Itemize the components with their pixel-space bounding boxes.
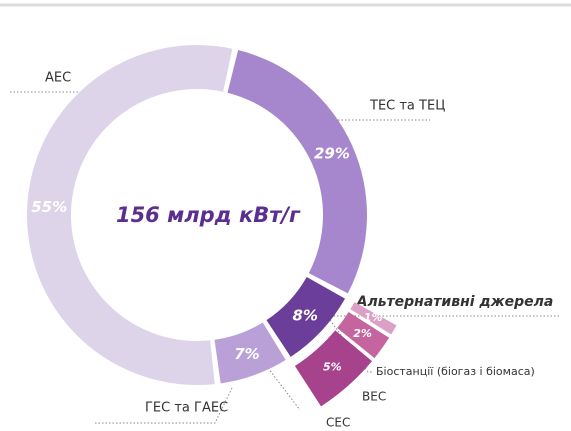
- segment-label: Альтернативні джерела: [356, 294, 554, 310]
- donut-segment: [266, 276, 346, 357]
- breakdown-value-label: 5%: [323, 361, 342, 374]
- segment-label: ГЕС та ГАЕС: [145, 401, 228, 416]
- segment-value-label: 29%: [314, 145, 350, 163]
- breakdown-label: ВЕС: [362, 390, 386, 404]
- segment-value-label: 7%: [234, 345, 259, 363]
- center-total: 156 млрд кВт/г: [116, 203, 301, 227]
- segment-label: АЕС: [45, 71, 71, 86]
- donut-segment: [227, 50, 367, 294]
- segment-value-label: 8%: [293, 306, 318, 324]
- segment-label: ТЕС та ТЕЦ: [369, 99, 445, 114]
- leader: [267, 367, 301, 411]
- breakdown-segment: [350, 302, 397, 335]
- breakdown-value-label: 2%: [353, 327, 372, 340]
- breakdown-segment: [337, 311, 390, 359]
- breakdown-value-label: 1%: [364, 311, 383, 324]
- leader: [95, 387, 233, 424]
- donut-segment: [214, 322, 286, 384]
- donut-segment: [26, 44, 233, 385]
- breakdown-segment: [294, 330, 373, 407]
- breakdown-label: СЕС: [326, 416, 350, 430]
- segment-value-label: 55%: [31, 198, 67, 216]
- breakdown-label: Біостанції (біогаз і біомаса): [376, 365, 535, 378]
